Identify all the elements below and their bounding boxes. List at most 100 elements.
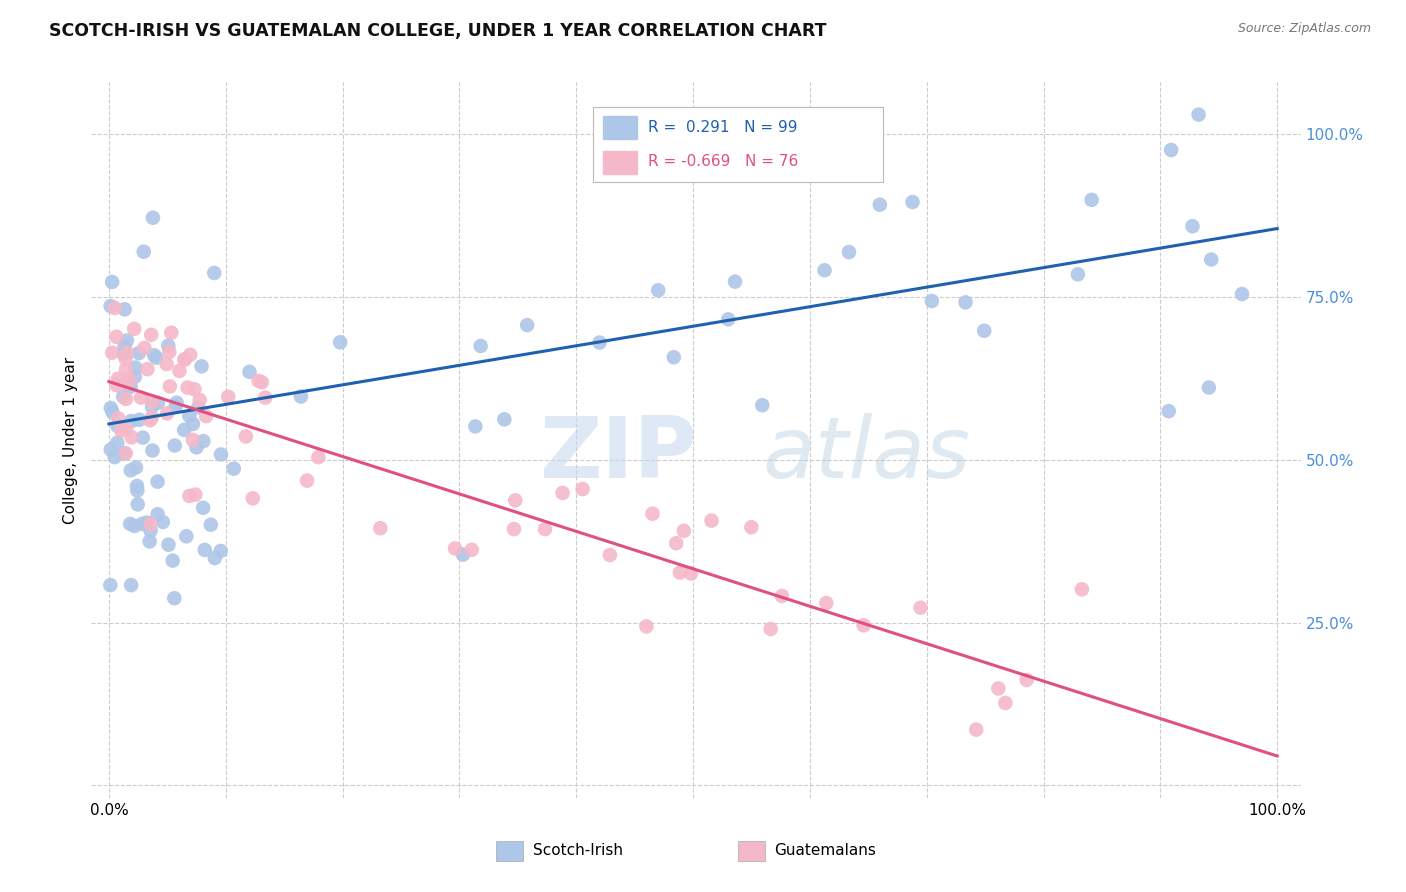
Point xyxy=(786,141,808,155)
Point xyxy=(724,275,747,289)
Point xyxy=(1067,268,1090,282)
Point xyxy=(921,293,943,308)
Point xyxy=(121,430,143,444)
Point xyxy=(141,410,163,425)
Y-axis label: College, Under 1 year: College, Under 1 year xyxy=(63,357,79,524)
Point xyxy=(122,322,145,336)
Point xyxy=(551,486,574,500)
Point xyxy=(124,519,146,533)
Point xyxy=(125,479,148,493)
Text: ZIP: ZIP xyxy=(538,413,696,496)
Point xyxy=(1230,287,1253,301)
Point xyxy=(114,446,136,460)
Point xyxy=(179,348,201,362)
Point xyxy=(107,372,129,386)
Point xyxy=(132,431,155,445)
Point xyxy=(129,391,152,405)
Point xyxy=(186,440,208,454)
Point xyxy=(162,554,184,568)
Text: atlas: atlas xyxy=(762,413,970,496)
Point xyxy=(105,418,128,433)
Point xyxy=(740,520,762,534)
Point xyxy=(1080,193,1102,207)
Point xyxy=(105,435,128,450)
Point xyxy=(665,536,688,550)
Point xyxy=(195,409,218,424)
Point xyxy=(142,211,165,225)
Point xyxy=(179,489,201,503)
Point xyxy=(599,548,621,562)
Point xyxy=(672,524,695,538)
Text: R = -0.669   N = 76: R = -0.669 N = 76 xyxy=(648,154,797,169)
Point xyxy=(173,423,195,437)
Point xyxy=(247,374,270,388)
Point xyxy=(120,379,142,393)
Point xyxy=(534,522,557,536)
Point xyxy=(115,422,138,436)
Point xyxy=(669,566,692,580)
FancyBboxPatch shape xyxy=(603,117,637,139)
Point xyxy=(163,591,186,606)
Point xyxy=(114,351,136,366)
Point xyxy=(1070,582,1092,597)
Point xyxy=(132,244,155,259)
Point xyxy=(184,488,207,502)
Point xyxy=(813,263,835,277)
Point xyxy=(1198,380,1220,394)
Point xyxy=(204,551,226,566)
Point xyxy=(1187,107,1209,121)
Point xyxy=(955,295,977,310)
Point xyxy=(222,461,245,475)
Point xyxy=(173,352,195,367)
Point xyxy=(700,514,723,528)
Point xyxy=(987,681,1010,696)
Point xyxy=(1015,673,1038,687)
Point xyxy=(994,696,1017,710)
Point xyxy=(128,413,150,427)
Point xyxy=(163,439,186,453)
Point xyxy=(152,515,174,529)
Point xyxy=(194,542,217,557)
Point xyxy=(104,450,127,464)
Point xyxy=(105,378,128,392)
Point xyxy=(571,482,593,496)
Point xyxy=(100,299,122,313)
Point xyxy=(157,344,180,359)
Point xyxy=(636,619,658,633)
Point xyxy=(146,508,169,522)
Point xyxy=(973,324,995,338)
Point xyxy=(135,516,157,530)
Point xyxy=(101,405,124,419)
Point xyxy=(128,346,150,360)
Point xyxy=(307,450,329,465)
Point xyxy=(217,390,239,404)
Point xyxy=(235,429,257,443)
Point xyxy=(125,460,148,475)
Point xyxy=(901,194,924,209)
Point xyxy=(143,348,166,362)
Point xyxy=(852,618,875,632)
Point xyxy=(494,412,516,426)
Point xyxy=(112,446,135,460)
Point xyxy=(156,357,179,371)
FancyBboxPatch shape xyxy=(603,151,637,174)
Point xyxy=(120,578,142,592)
Point xyxy=(112,347,135,361)
Point xyxy=(118,373,141,387)
Point xyxy=(146,395,169,409)
Point xyxy=(200,517,222,532)
Point xyxy=(759,622,782,636)
FancyBboxPatch shape xyxy=(496,840,523,861)
Point xyxy=(460,542,482,557)
Point xyxy=(717,312,740,326)
Point xyxy=(1160,143,1182,157)
Point xyxy=(115,376,138,391)
Point xyxy=(100,442,122,457)
Point xyxy=(145,351,167,365)
Point xyxy=(100,401,122,415)
Point xyxy=(910,600,932,615)
Point xyxy=(160,326,183,340)
Point xyxy=(139,413,162,427)
Point xyxy=(588,335,610,350)
Point xyxy=(127,483,149,498)
